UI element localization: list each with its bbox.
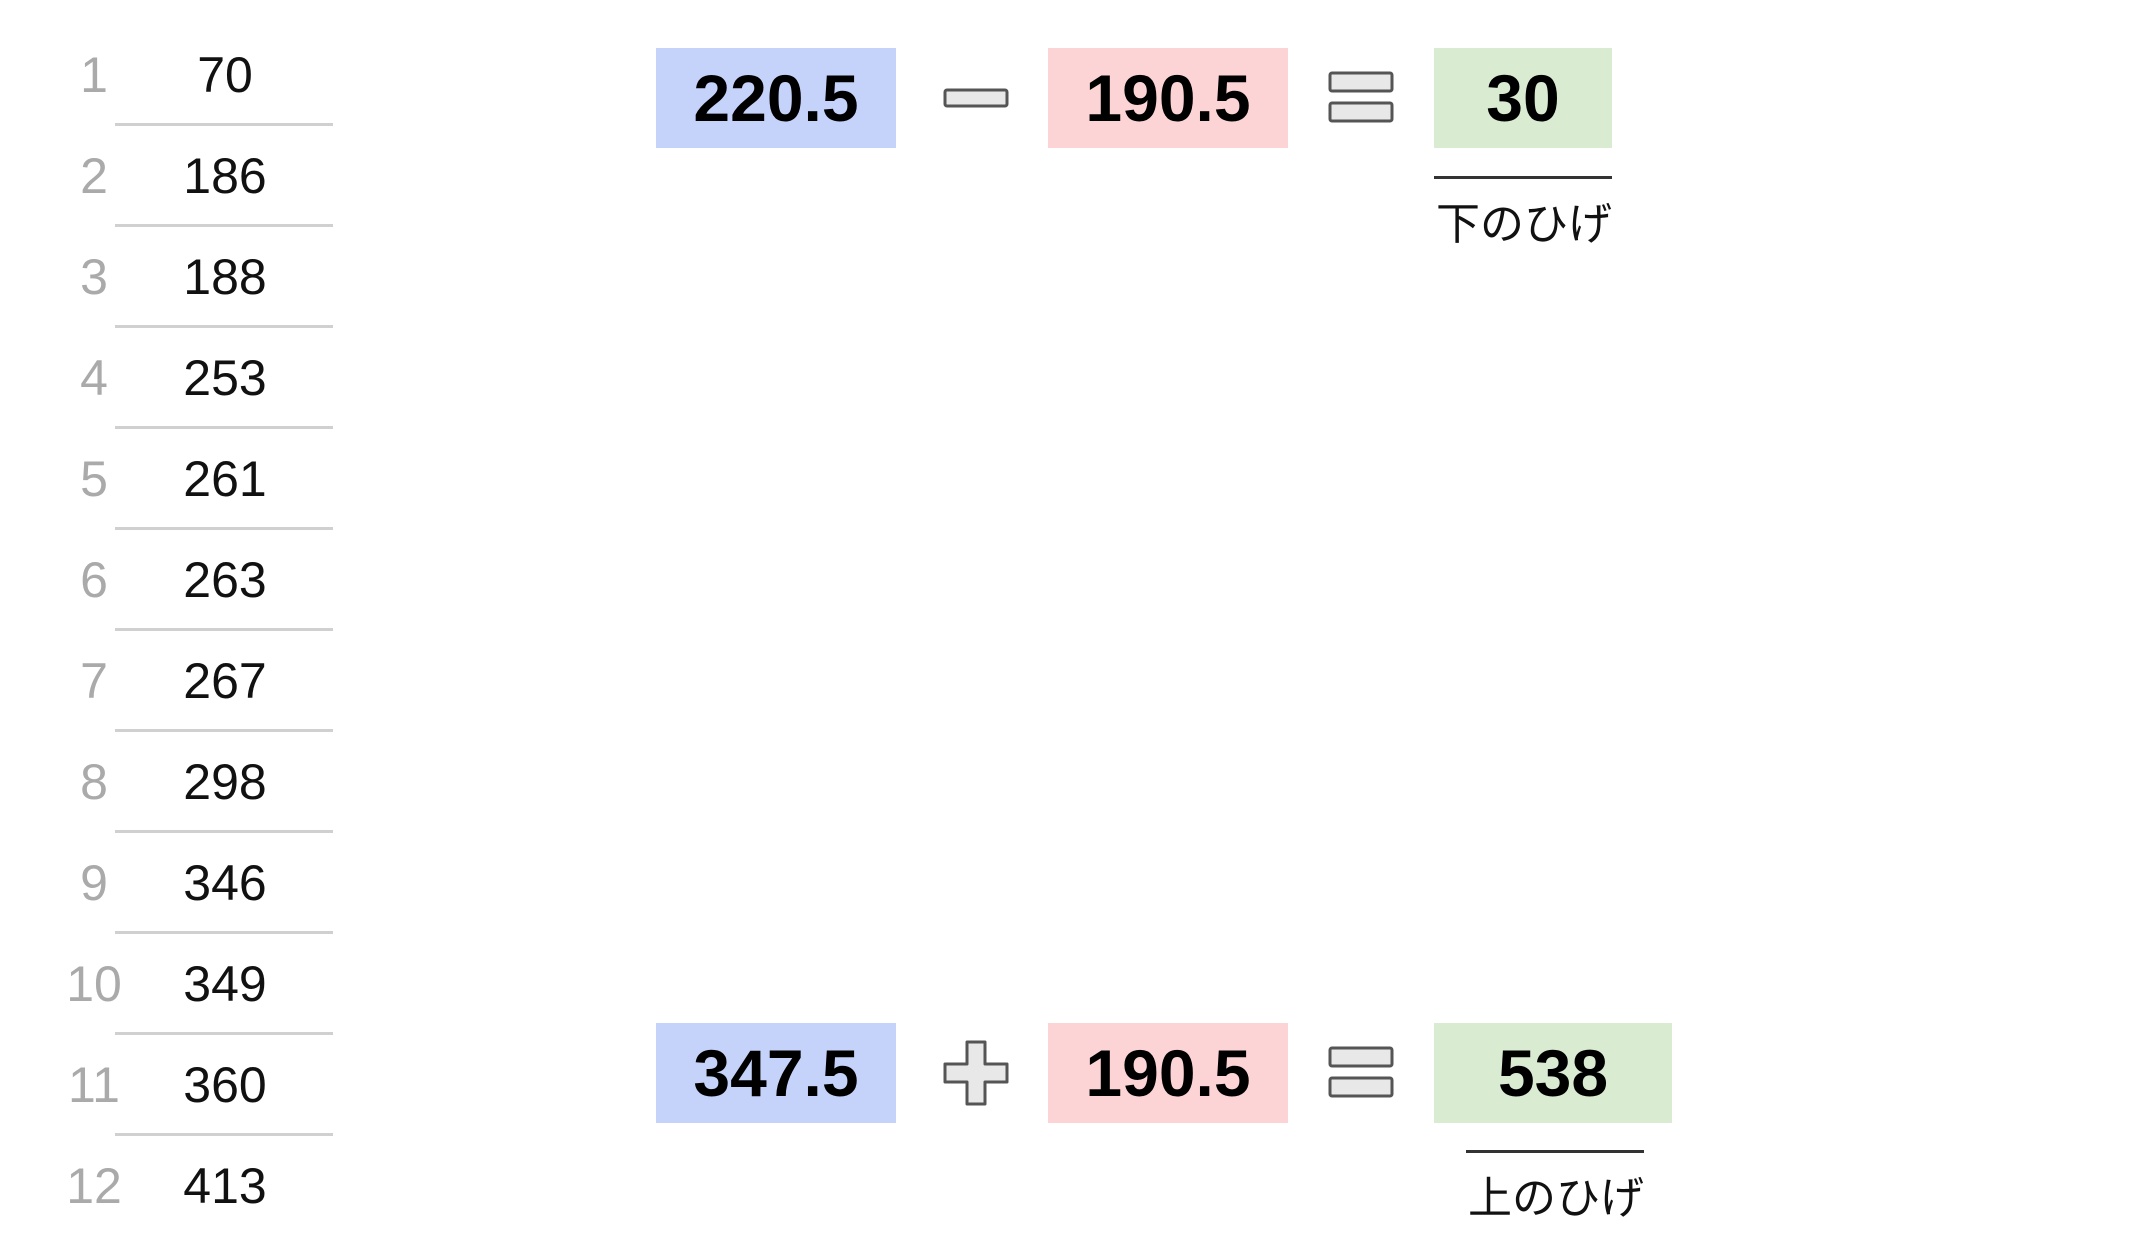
lower-whisker-result-box: 30 xyxy=(1434,48,1612,148)
row-value: 261 xyxy=(183,451,267,507)
iqr-value-box: 190.5 xyxy=(1048,1023,1288,1123)
row-number: 8 xyxy=(80,754,108,810)
row-divider xyxy=(115,123,333,126)
upper-whisker-result-box: 538 xyxy=(1434,1023,1672,1123)
upper-whisker-caption: 上のひげ xyxy=(1468,1173,1644,1224)
row-value: 70 xyxy=(197,47,253,103)
row-divider xyxy=(115,1133,333,1136)
row-number: 2 xyxy=(80,148,108,204)
q3-value-box: 347.5 xyxy=(656,1023,896,1123)
row-number: 11 xyxy=(68,1057,120,1113)
row-divider xyxy=(115,931,333,934)
row-value: 253 xyxy=(183,350,267,406)
row-divider xyxy=(115,527,333,530)
row-value: 346 xyxy=(183,855,267,911)
row-value: 188 xyxy=(183,249,267,305)
row-number: 12 xyxy=(66,1158,122,1214)
row-number: 1 xyxy=(80,47,108,103)
caption-underline xyxy=(1434,176,1612,179)
row-value: 413 xyxy=(183,1158,267,1214)
row-value: 360 xyxy=(183,1057,267,1113)
row-number: 7 xyxy=(80,653,108,709)
row-value: 298 xyxy=(183,754,267,810)
lower-whisker-caption: 下のひげ xyxy=(1436,199,1612,250)
row-number: 5 xyxy=(80,451,108,507)
row-divider xyxy=(115,729,333,732)
caption-underline xyxy=(1466,1150,1644,1153)
equals-sign-icon xyxy=(1328,71,1394,123)
row-number: 10 xyxy=(66,956,122,1012)
minus-sign-icon xyxy=(943,88,1009,108)
row-divider xyxy=(115,830,333,833)
row-divider xyxy=(115,224,333,227)
row-value: 186 xyxy=(183,148,267,204)
row-number: 6 xyxy=(80,552,108,608)
row-number: 4 xyxy=(80,350,108,406)
row-value: 267 xyxy=(183,653,267,709)
row-value: 349 xyxy=(183,956,267,1012)
plus-sign-icon xyxy=(943,1040,1009,1106)
row-number: 3 xyxy=(80,249,108,305)
row-divider xyxy=(115,325,333,328)
row-divider xyxy=(115,426,333,429)
equals-sign-icon xyxy=(1328,1046,1394,1098)
row-divider xyxy=(115,1032,333,1035)
row-value: 263 xyxy=(183,552,267,608)
iqr-value-box: 190.5 xyxy=(1048,48,1288,148)
row-number: 9 xyxy=(80,855,108,911)
q1-value-box: 220.5 xyxy=(656,48,896,148)
row-divider xyxy=(115,628,333,631)
